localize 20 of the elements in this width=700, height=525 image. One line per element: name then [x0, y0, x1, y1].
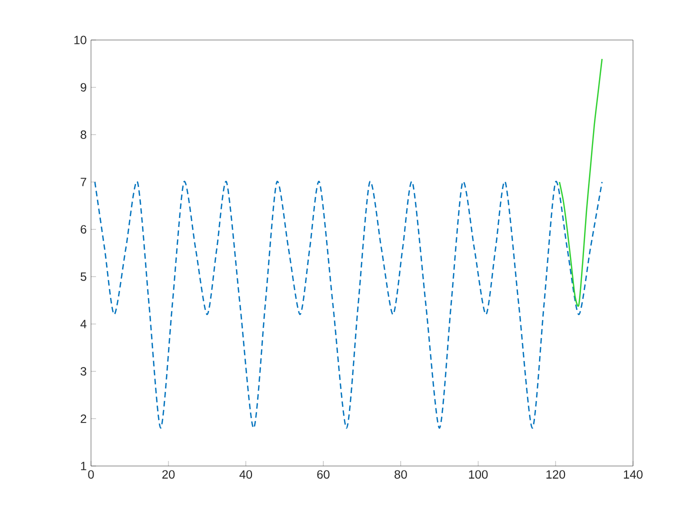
line-series — [94, 181, 603, 429]
y-tick-label: 5 — [80, 272, 86, 281]
x-tick-label: 120 — [546, 470, 566, 479]
y-tick-label: 6 — [80, 225, 86, 234]
x-tick-label: 40 — [239, 470, 252, 479]
y-tick-label: 7 — [80, 178, 86, 186]
y-tick-label: 10 — [74, 36, 86, 44]
x-tick-label: 100 — [469, 470, 488, 479]
y-tick-label: 1 — [81, 462, 86, 470]
x-tick-label: 140 — [624, 470, 643, 479]
y-tick-label: 9 — [80, 83, 86, 92]
y-tick-label: 8 — [80, 130, 86, 139]
line-series — [558, 58, 603, 307]
x-tick-label: 60 — [317, 470, 330, 479]
y-tick-label: 2 — [80, 414, 86, 423]
x-tick-label: 0 — [88, 470, 94, 479]
y-tick-label: 3 — [80, 367, 86, 376]
y-tick-label: 4 — [80, 320, 86, 328]
x-tick-label: 80 — [394, 470, 407, 479]
x-tick-label: 20 — [162, 470, 175, 479]
